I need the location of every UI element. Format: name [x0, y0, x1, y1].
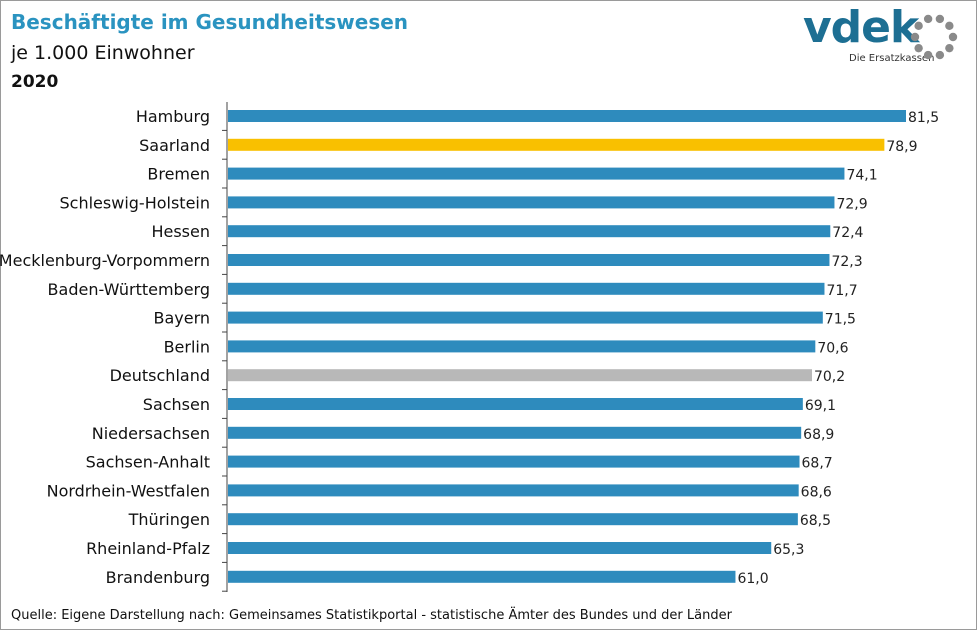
value-label: 65,3 — [773, 542, 804, 558]
bar-rheinland-pfalz — [228, 542, 772, 554]
bar-brandenburg — [228, 570, 736, 583]
category-label: Saarland — [139, 136, 210, 155]
bar-thüringen — [228, 513, 798, 526]
value-label: 68,6 — [801, 484, 832, 500]
value-label: 71,7 — [826, 283, 857, 299]
bar-schleswig-holstein — [228, 196, 835, 209]
logo-ring-icon — [910, 14, 958, 60]
value-label: 70,2 — [814, 369, 845, 385]
category-label: Bayern — [153, 309, 210, 328]
bar-mecklenburg-vorpommern — [228, 254, 830, 266]
bar-deutschland — [228, 369, 812, 382]
value-label: 72,9 — [836, 196, 867, 212]
value-label: 81,5 — [908, 110, 939, 126]
value-label: 78,9 — [886, 139, 917, 155]
logo-ring-dot — [923, 50, 933, 60]
value-label: 71,5 — [825, 312, 856, 328]
category-label: Hamburg — [136, 107, 210, 126]
value-label: 74,1 — [846, 168, 877, 184]
category-label: Baden-Württemberg — [48, 280, 210, 299]
logo-ring-dot — [935, 50, 945, 60]
bar-sachsen-anhalt — [228, 455, 800, 468]
category-label: Thüringen — [128, 510, 210, 529]
category-label: Deutschland — [110, 366, 210, 385]
category-label: Schleswig-Holstein — [60, 193, 210, 212]
logo-ring-dot — [923, 14, 933, 24]
category-label: Mecklenburg-Vorpommern — [0, 251, 210, 270]
value-label: 68,7 — [802, 456, 833, 472]
vdek-logo: vdek Die Ersatzkassen — [803, 2, 968, 68]
value-label: 70,6 — [817, 340, 848, 356]
category-label: Sachsen-Anhalt — [86, 453, 210, 472]
value-label: 68,9 — [803, 427, 834, 443]
chart-title: Beschäftigte im Gesundheitswesen — [11, 10, 409, 34]
logo-subtext: Die Ersatzkassen — [849, 53, 935, 64]
bar-sachsen — [228, 398, 803, 410]
bar-hamburg — [228, 110, 906, 122]
bar-nordrhein-westfalen — [228, 484, 799, 497]
bar-niedersachsen — [228, 426, 802, 439]
category-label: Brandenburg — [106, 568, 210, 587]
category-label: Niedersachsen — [92, 424, 210, 443]
logo-ring-dot — [914, 21, 923, 31]
logo-ring-dot — [910, 32, 920, 42]
category-label: Sachsen — [143, 395, 210, 414]
bar-bayern — [228, 311, 823, 324]
category-label: Hessen — [151, 222, 210, 241]
value-label: 72,3 — [831, 254, 862, 270]
logo-ring-dot — [914, 43, 923, 53]
logo-text: vdek — [803, 2, 919, 53]
category-label: Rheinland-Pfalz — [86, 539, 210, 558]
category-label: Berlin — [164, 337, 210, 356]
logo-ring-dot — [945, 21, 954, 31]
logo-ring-dot — [935, 14, 945, 24]
bar-bremen — [228, 167, 845, 180]
value-label: 72,4 — [832, 225, 863, 241]
category-label: Bremen — [147, 165, 210, 184]
logo-ring-dot — [945, 43, 954, 53]
bar-saarland — [228, 138, 885, 151]
value-label: 68,5 — [800, 513, 831, 529]
bar-baden-württemberg — [228, 282, 825, 295]
bar-hessen — [228, 225, 831, 238]
category-label: Nordrhein-Westfalen — [47, 481, 210, 500]
chart-subtitle: je 1.000 Einwohner — [11, 42, 195, 64]
value-label: 69,1 — [805, 398, 836, 414]
value-label: 61,0 — [737, 571, 768, 587]
bar-berlin — [228, 340, 816, 353]
chart-year: 2020 — [11, 72, 59, 92]
source-note: Quelle: Eigene Darstellung nach: Gemeins… — [11, 608, 732, 623]
logo-ring-dot — [948, 32, 958, 42]
